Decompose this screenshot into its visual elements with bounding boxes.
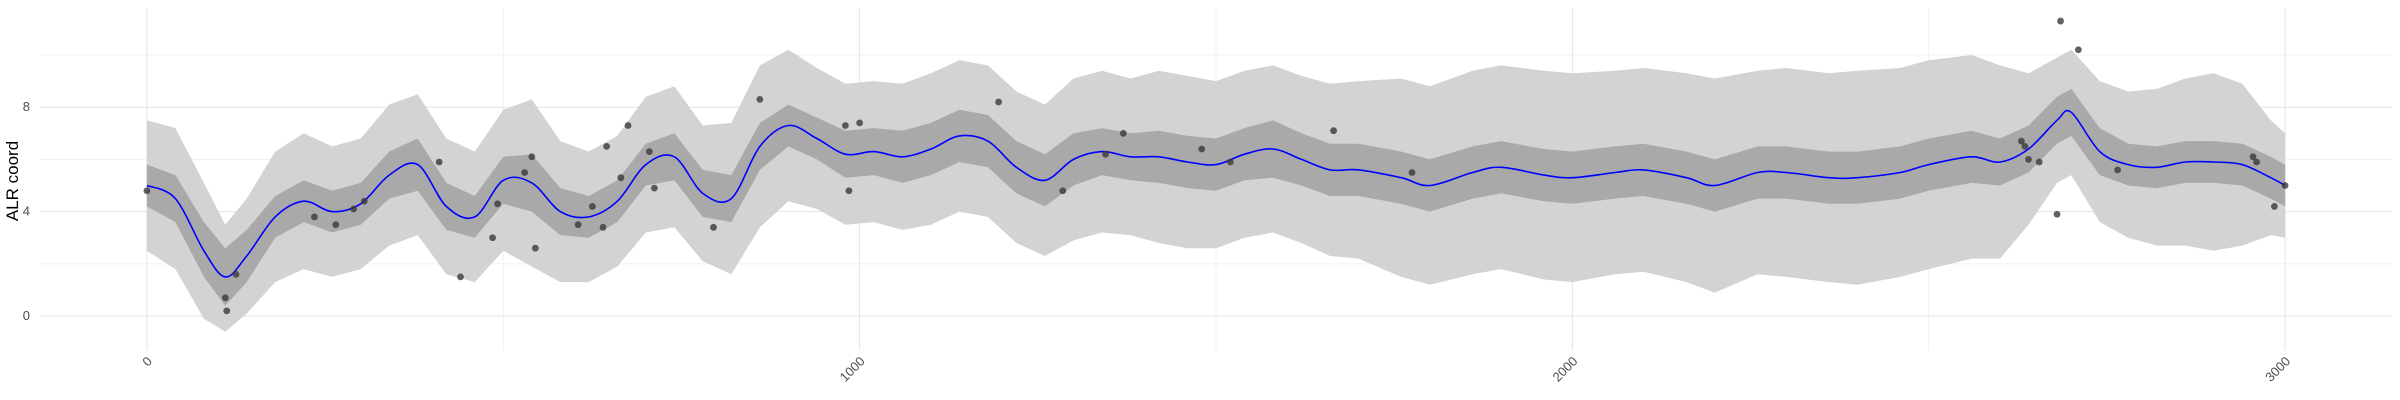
data-point: [1119, 129, 1127, 137]
data-point: [2035, 158, 2043, 166]
data-point: [2075, 46, 2082, 54]
data-point: [223, 307, 231, 315]
y-axis-ticks: 0 4 8: [23, 99, 30, 323]
data-point: [143, 187, 151, 195]
data-point: [2057, 17, 2064, 25]
x-tick-label: 0: [139, 354, 155, 370]
data-point: [603, 142, 611, 150]
data-point: [2249, 153, 2257, 161]
data-point: [1330, 127, 1337, 135]
data-point: [845, 187, 853, 195]
y-axis-title: ALR coord: [3, 141, 22, 221]
data-point: [624, 122, 632, 129]
observed-points: [143, 17, 2289, 315]
data-point: [489, 234, 496, 242]
x-axis-ticks: 0 1000 2000 3000: [139, 354, 2293, 385]
y-tick-label: 4: [23, 204, 30, 219]
outer-interval-band: [146, 49, 2286, 332]
data-point: [2114, 166, 2122, 174]
data-point: [457, 273, 464, 281]
data-point: [1226, 158, 1234, 166]
data-point: [232, 270, 240, 278]
data-point: [221, 294, 229, 302]
data-point: [588, 203, 596, 210]
x-tick-label: 3000: [2262, 354, 2293, 385]
data-point: [332, 221, 340, 229]
data-point: [494, 200, 501, 208]
inner-band-area: [146, 88, 2286, 306]
x-tick-label: 2000: [1549, 354, 1580, 385]
data-point: [710, 223, 717, 231]
data-point: [2025, 156, 2032, 163]
data-point: [995, 98, 1003, 106]
y-tick-label: 8: [23, 99, 30, 114]
fitted-line: [146, 109, 2286, 278]
data-point: [1198, 145, 1206, 153]
data-point: [528, 153, 536, 161]
data-point: [2253, 158, 2260, 166]
data-point: [435, 158, 443, 166]
y-tick-label: 0: [23, 308, 30, 323]
inner-interval-band: [146, 88, 2286, 306]
data-point: [856, 119, 864, 127]
data-point: [521, 169, 529, 176]
data-point: [1102, 150, 1109, 158]
data-point: [350, 205, 357, 213]
data-point: [599, 223, 607, 231]
data-point: [841, 122, 849, 129]
data-point: [1408, 169, 1416, 176]
data-point: [531, 244, 539, 252]
data-point: [756, 95, 764, 103]
data-point: [360, 197, 368, 205]
fitted-line-path: [146, 109, 2286, 278]
data-point: [574, 221, 582, 229]
x-tick-label: 1000: [837, 354, 868, 385]
data-point: [645, 148, 653, 155]
data-point: [2021, 142, 2029, 150]
data-point: [1059, 187, 1067, 195]
data-point: [311, 213, 318, 221]
data-point: [2053, 210, 2061, 218]
data-point: [2017, 137, 2025, 145]
data-point: [617, 174, 625, 182]
data-point: [2281, 182, 2289, 189]
data-point: [2271, 203, 2278, 210]
outer-band-area: [146, 49, 2286, 332]
data-point: [650, 184, 658, 192]
